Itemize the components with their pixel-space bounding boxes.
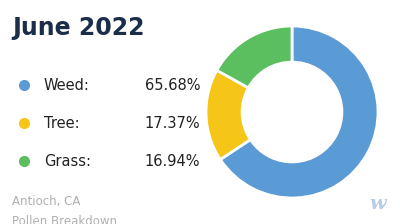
Text: Grass:: Grass: xyxy=(44,154,91,169)
Text: Antioch, CA: Antioch, CA xyxy=(12,195,80,208)
Text: Pollen Breakdown: Pollen Breakdown xyxy=(12,215,117,224)
Text: 16.94%: 16.94% xyxy=(144,154,200,169)
Wedge shape xyxy=(217,26,292,88)
Wedge shape xyxy=(206,70,250,159)
Text: June 2022: June 2022 xyxy=(12,16,144,40)
Text: Tree:: Tree: xyxy=(44,116,80,131)
Text: 17.37%: 17.37% xyxy=(144,116,200,131)
Text: Weed:: Weed: xyxy=(44,78,90,93)
Text: 65.68%: 65.68% xyxy=(144,78,200,93)
Wedge shape xyxy=(220,26,378,198)
Text: w: w xyxy=(370,195,386,213)
